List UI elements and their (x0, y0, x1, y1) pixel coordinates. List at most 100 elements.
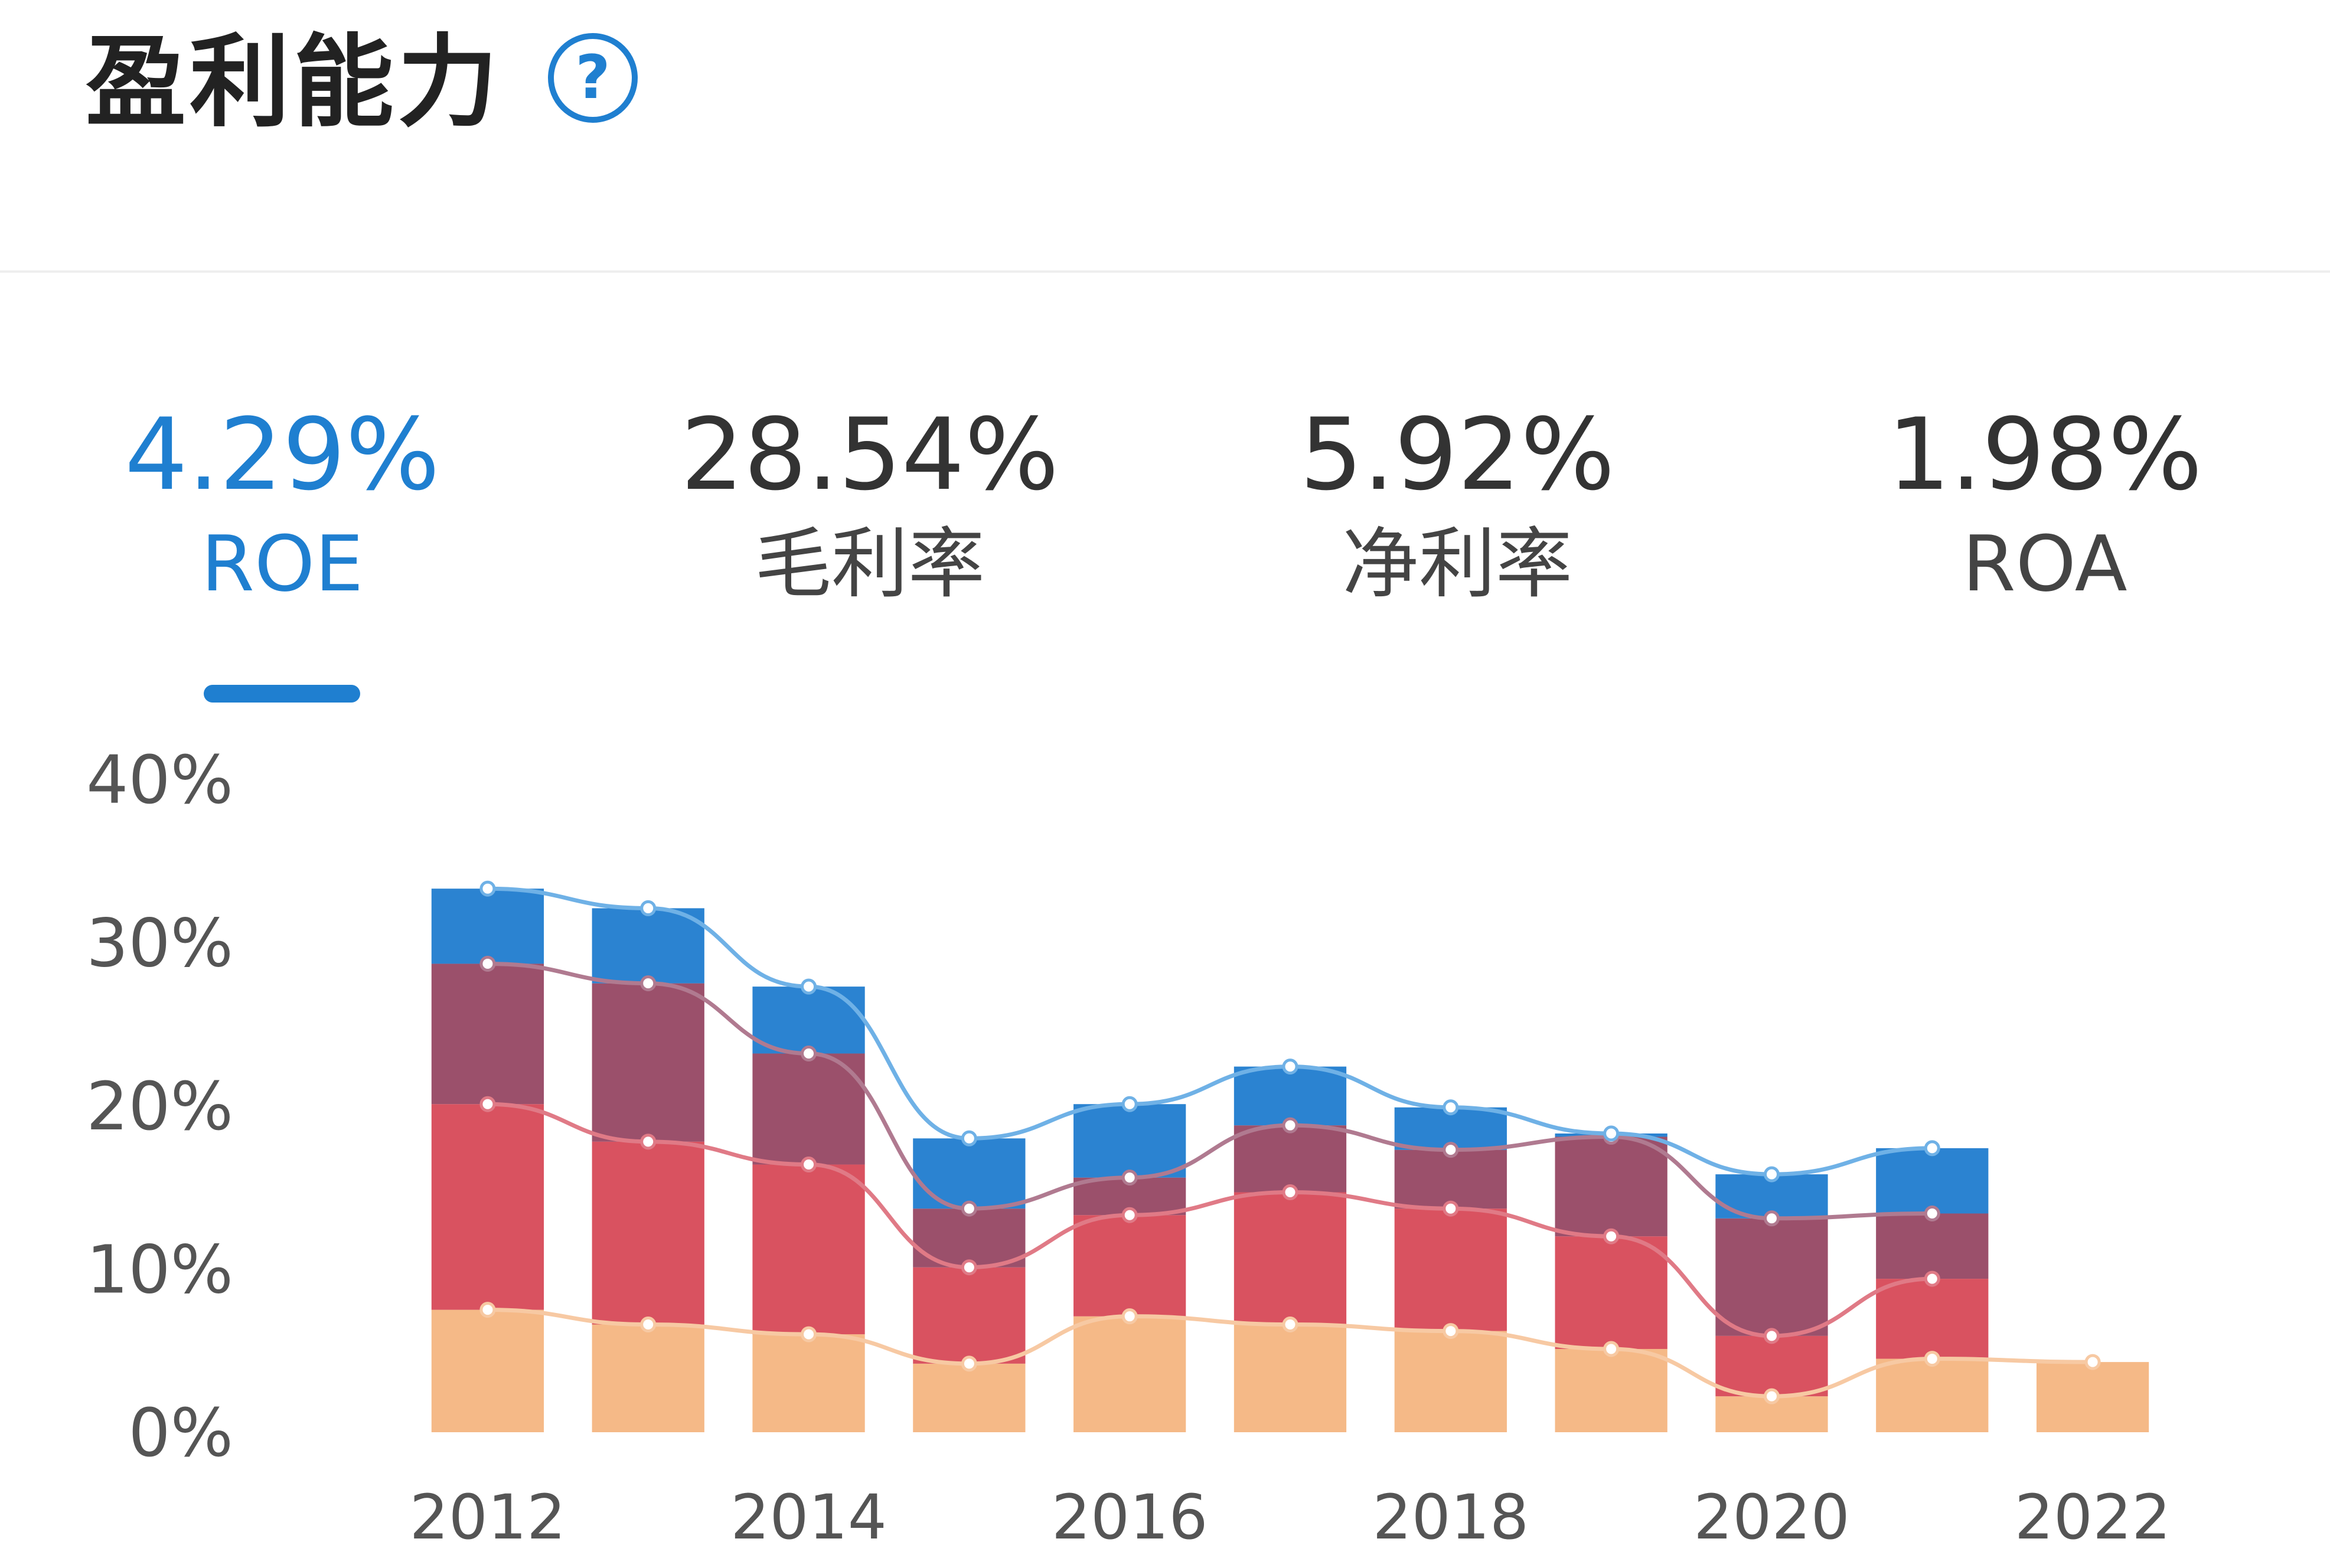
bar-segment[interactable] (592, 983, 704, 1142)
bar-segment[interactable] (2036, 1362, 2149, 1432)
tab-gross-margin[interactable]: 28.54% 毛利率 (634, 384, 1106, 714)
bar-segment[interactable] (592, 1324, 704, 1432)
data-point-marker[interactable] (640, 975, 657, 992)
series-trend-line (487, 1102, 1933, 1338)
y-tick-label: 30% (86, 906, 233, 982)
metric-tabs: 4.29% ROE 28.54% 毛利率 5.92% 净利率 1.98% ROA (0, 384, 2330, 714)
data-point-marker[interactable] (801, 1326, 817, 1342)
bar-segment[interactable] (913, 1138, 1026, 1209)
bar-segment[interactable] (431, 963, 544, 1105)
bar-segment[interactable] (431, 1104, 544, 1310)
bar-segment[interactable] (431, 1309, 544, 1432)
bar-segment[interactable] (431, 888, 544, 964)
data-point-marker[interactable] (1924, 1140, 1940, 1157)
trend-lines (479, 880, 2101, 1404)
metric-value: 5.92% (1300, 397, 1615, 512)
tab-roe[interactable]: 4.29% ROE (46, 384, 518, 714)
bar-segment[interactable] (752, 1164, 865, 1335)
bar-segment[interactable] (1555, 1348, 1667, 1432)
data-point-marker[interactable] (1282, 1059, 1298, 1075)
roe-stacked-bar-chart: 0% 10% 20% 30% 40% 2012 2014 2016 2018 2020 2022 (86, 742, 2171, 1553)
data-point-marker[interactable] (801, 978, 817, 995)
metric-value: 28.54% (680, 397, 1059, 512)
data-point-marker[interactable] (640, 900, 657, 916)
data-point-marker[interactable] (1763, 1388, 1780, 1404)
bar-segment[interactable] (913, 1267, 1026, 1364)
bar-segment[interactable] (1233, 1125, 1347, 1193)
data-point-marker[interactable] (1443, 1200, 1459, 1217)
data-point-marker[interactable] (1282, 1317, 1298, 1333)
y-tick-label: 40% (86, 742, 233, 819)
x-tick-label: 2022 (2015, 1481, 2171, 1553)
data-point-marker[interactable] (2084, 1354, 2101, 1370)
bar-segment[interactable] (1394, 1331, 1507, 1432)
bar-segment[interactable] (1073, 1316, 1186, 1432)
bar-segment[interactable] (1394, 1149, 1507, 1209)
bar-segment[interactable] (1233, 1066, 1347, 1126)
data-point-marker[interactable] (479, 955, 496, 972)
series-trend-line (487, 961, 1933, 1221)
data-point-marker[interactable] (1763, 1210, 1780, 1227)
help-circle-icon[interactable]: ? (548, 33, 638, 123)
bar-segment[interactable] (1715, 1335, 1828, 1397)
tab-spacer (631, 384, 1103, 714)
metric-value: 4.29% (125, 397, 440, 512)
bar-segment[interactable] (752, 1334, 865, 1432)
data-point-marker[interactable] (1121, 1207, 1138, 1223)
x-tick-label: 2016 (1052, 1481, 1208, 1553)
bar-segment[interactable] (1073, 1104, 1186, 1178)
x-tick-label: 2012 (410, 1481, 566, 1553)
data-point-marker[interactable] (1443, 1099, 1459, 1116)
tab-net-margin[interactable]: 5.92% 净利率 (1221, 384, 1693, 714)
data-point-marker[interactable] (961, 1130, 977, 1146)
data-point-marker[interactable] (1282, 1184, 1298, 1201)
data-point-marker[interactable] (1443, 1323, 1459, 1340)
data-point-marker[interactable] (1924, 1270, 1940, 1287)
bar-segment[interactable] (752, 1053, 865, 1165)
data-point-marker[interactable] (640, 1317, 657, 1333)
data-point-marker[interactable] (1763, 1166, 1780, 1182)
data-point-marker[interactable] (1121, 1170, 1138, 1186)
data-point-marker[interactable] (479, 880, 496, 897)
bar-segment[interactable] (592, 908, 704, 984)
data-point-marker[interactable] (1443, 1142, 1459, 1158)
bar-segment[interactable] (1715, 1218, 1828, 1336)
data-point-marker[interactable] (1603, 1228, 1620, 1244)
data-point-marker[interactable] (961, 1200, 977, 1217)
active-tab-indicator (204, 685, 360, 703)
data-point-marker[interactable] (479, 1096, 496, 1112)
bar-segment[interactable] (592, 1141, 704, 1325)
data-point-marker[interactable] (961, 1355, 977, 1372)
data-point-marker[interactable] (640, 1133, 657, 1150)
data-point-marker[interactable] (1121, 1096, 1138, 1112)
bar-segment[interactable] (1876, 1213, 1989, 1279)
bar-segment[interactable] (1876, 1358, 1989, 1432)
data-point-marker[interactable] (1924, 1351, 1940, 1367)
data-point-marker[interactable] (1603, 1125, 1620, 1142)
bar-segment[interactable] (1073, 1215, 1186, 1317)
tab-roa[interactable]: 1.98% ROA (1809, 384, 2281, 714)
data-point-marker[interactable] (801, 1046, 817, 1062)
bar-segment[interactable] (1555, 1136, 1667, 1237)
bar-segment[interactable] (1876, 1279, 1989, 1359)
bar-segment[interactable] (1233, 1324, 1347, 1432)
section-header: 盈利能力 ? (0, 0, 2330, 273)
bar-segment[interactable] (1394, 1208, 1507, 1331)
data-point-marker[interactable] (1924, 1205, 1940, 1221)
data-point-marker[interactable] (1603, 1341, 1620, 1357)
bar-series (431, 888, 2149, 1432)
data-point-marker[interactable] (479, 1302, 496, 1318)
y-axis: 0% 10% 20% 30% 40% (86, 742, 233, 1472)
bar-segment[interactable] (913, 1363, 1026, 1432)
data-point-marker[interactable] (1121, 1308, 1138, 1325)
data-point-marker[interactable] (801, 1157, 817, 1173)
data-point-marker[interactable] (961, 1259, 977, 1276)
data-point-marker[interactable] (1282, 1117, 1298, 1133)
bar-segment[interactable] (752, 986, 865, 1054)
bar-segment[interactable] (1876, 1148, 1989, 1214)
x-axis: 2012 2014 2016 2018 2020 2022 (410, 1481, 2171, 1553)
data-point-marker[interactable] (1763, 1328, 1780, 1344)
metric-label: 毛利率 (754, 519, 985, 609)
bar-segment[interactable] (1233, 1192, 1347, 1325)
bar-segment[interactable] (1555, 1236, 1667, 1349)
